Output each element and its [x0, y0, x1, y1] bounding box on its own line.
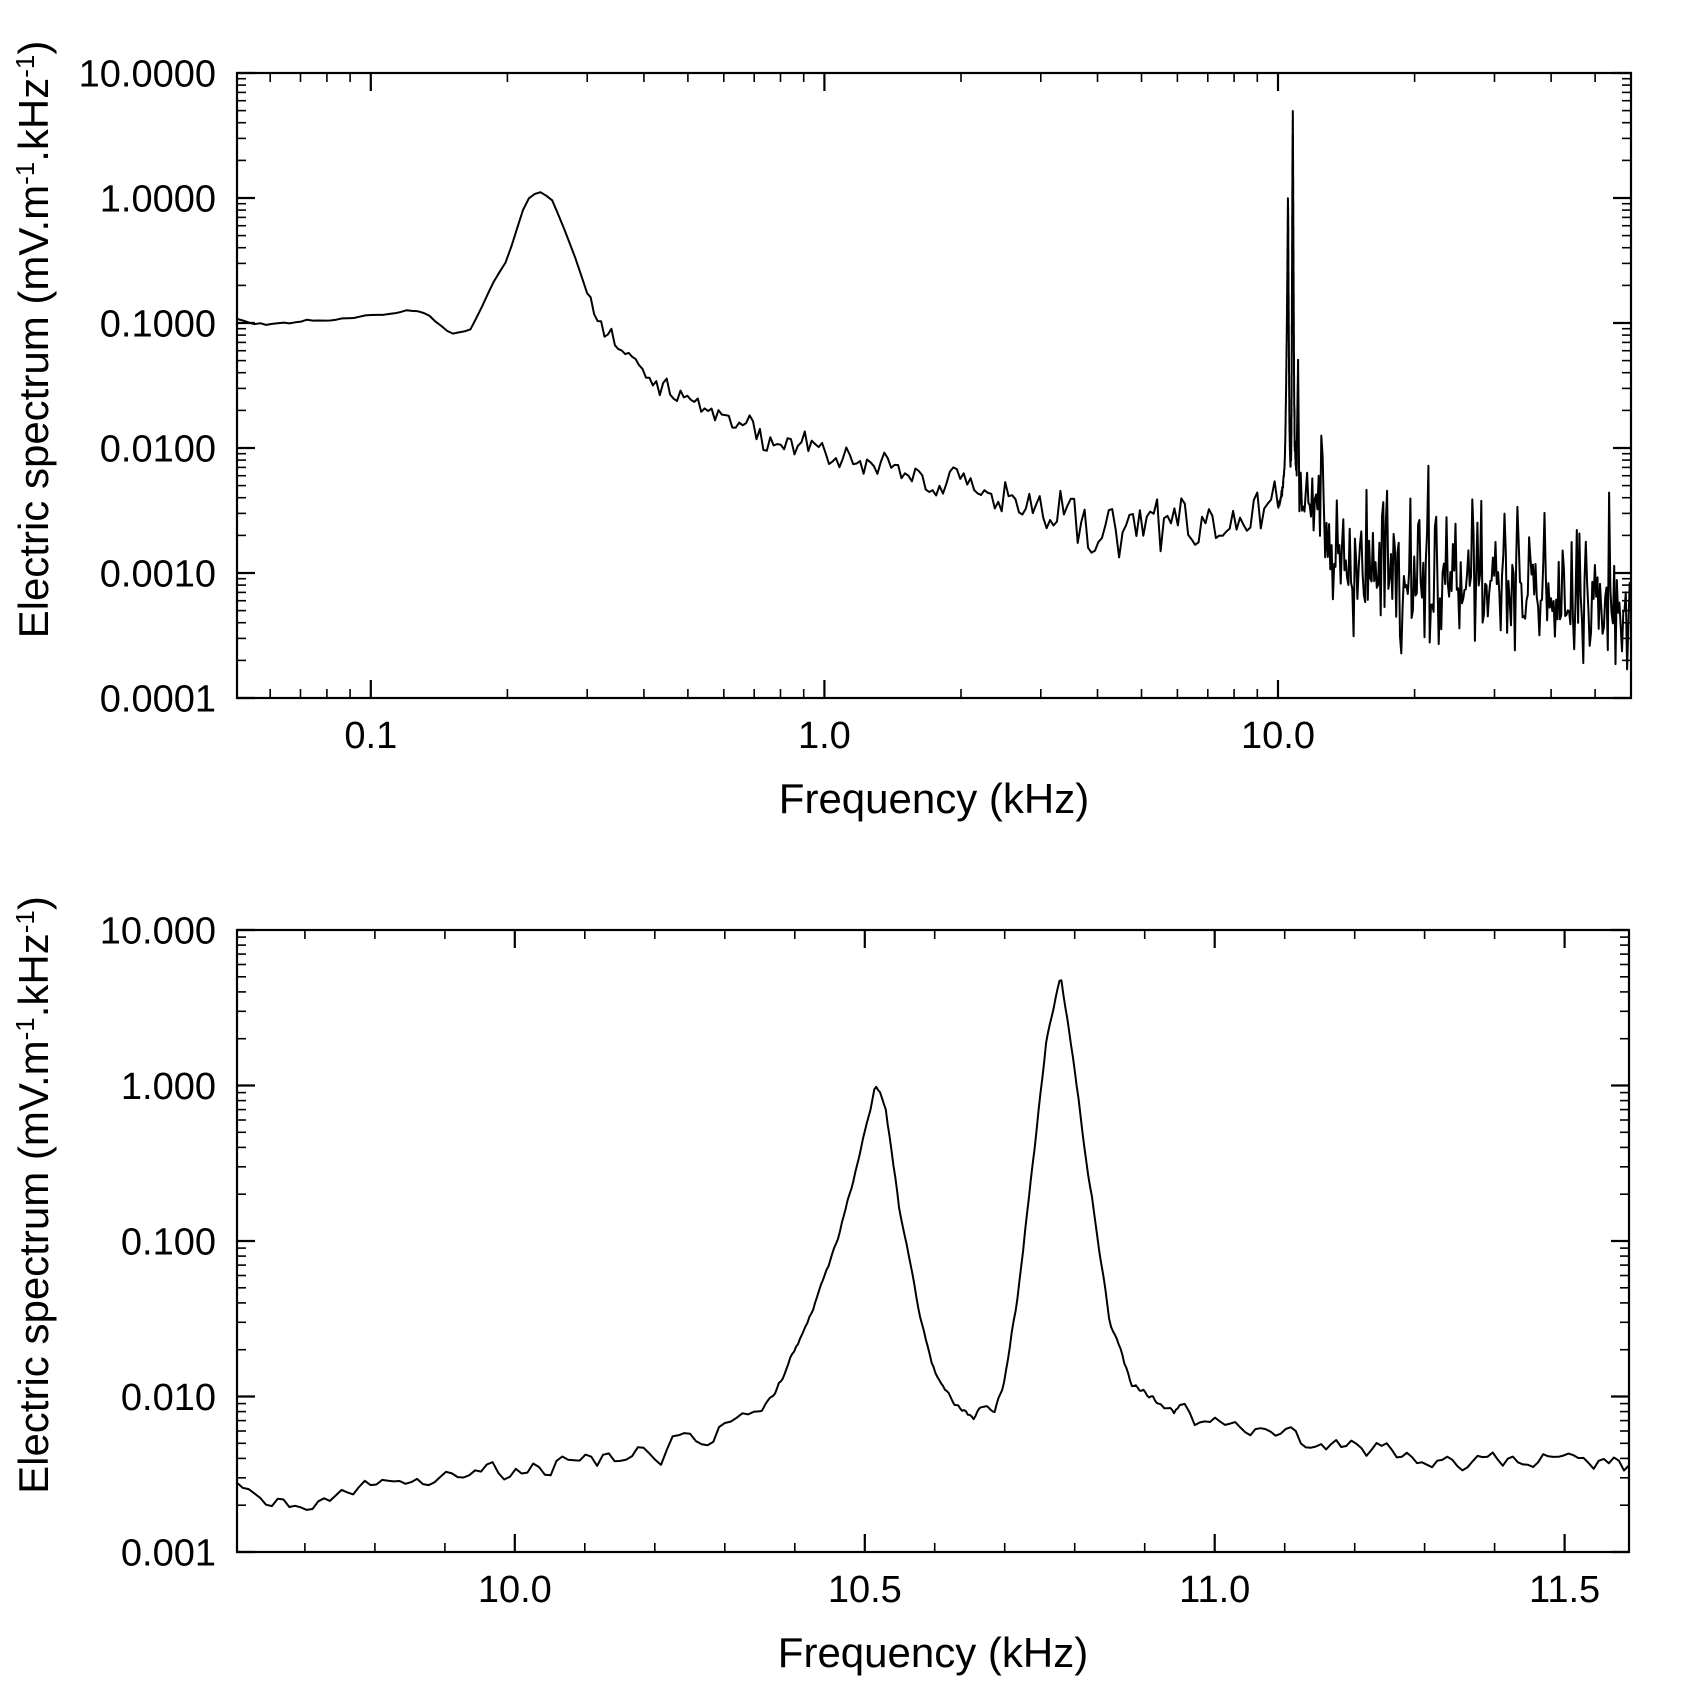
svg-text:0.1: 0.1 [344, 715, 397, 757]
svg-text:0.0010: 0.0010 [100, 554, 216, 596]
svg-text:11.5: 11.5 [1529, 1569, 1600, 1611]
svg-text:10.0: 10.0 [478, 1569, 552, 1611]
svg-text:0.001: 0.001 [121, 1533, 216, 1575]
svg-text:10.000: 10.000 [100, 911, 216, 953]
svg-text:10.0: 10.0 [1241, 715, 1315, 757]
svg-text:1.0000: 1.0000 [100, 179, 216, 221]
svg-text:10.5: 10.5 [828, 1569, 902, 1611]
svg-text:0.010: 0.010 [121, 1377, 216, 1419]
svg-text:0.0001: 0.0001 [100, 679, 216, 721]
svg-text:Frequency (kHz): Frequency (kHz) [779, 775, 1089, 822]
svg-text:0.1000: 0.1000 [100, 304, 216, 346]
svg-text:1.0: 1.0 [798, 715, 851, 757]
svg-text:1.000: 1.000 [121, 1066, 216, 1108]
svg-text:Electric spectrum (mV.m-1.kHz: Electric spectrum (mV.m-1.kHz-1) [10, 41, 57, 639]
svg-text:11.0: 11.0 [1179, 1569, 1250, 1611]
svg-text:Electric spectrum (mV.m-1.kHz: Electric spectrum (mV.m-1.kHz-1) [10, 896, 57, 1494]
svg-text:10.0000: 10.0000 [79, 54, 216, 96]
svg-text:0.100: 0.100 [121, 1222, 216, 1264]
svg-text:0.0100: 0.0100 [100, 429, 216, 471]
svg-text:Frequency (kHz): Frequency (kHz) [778, 1629, 1088, 1676]
